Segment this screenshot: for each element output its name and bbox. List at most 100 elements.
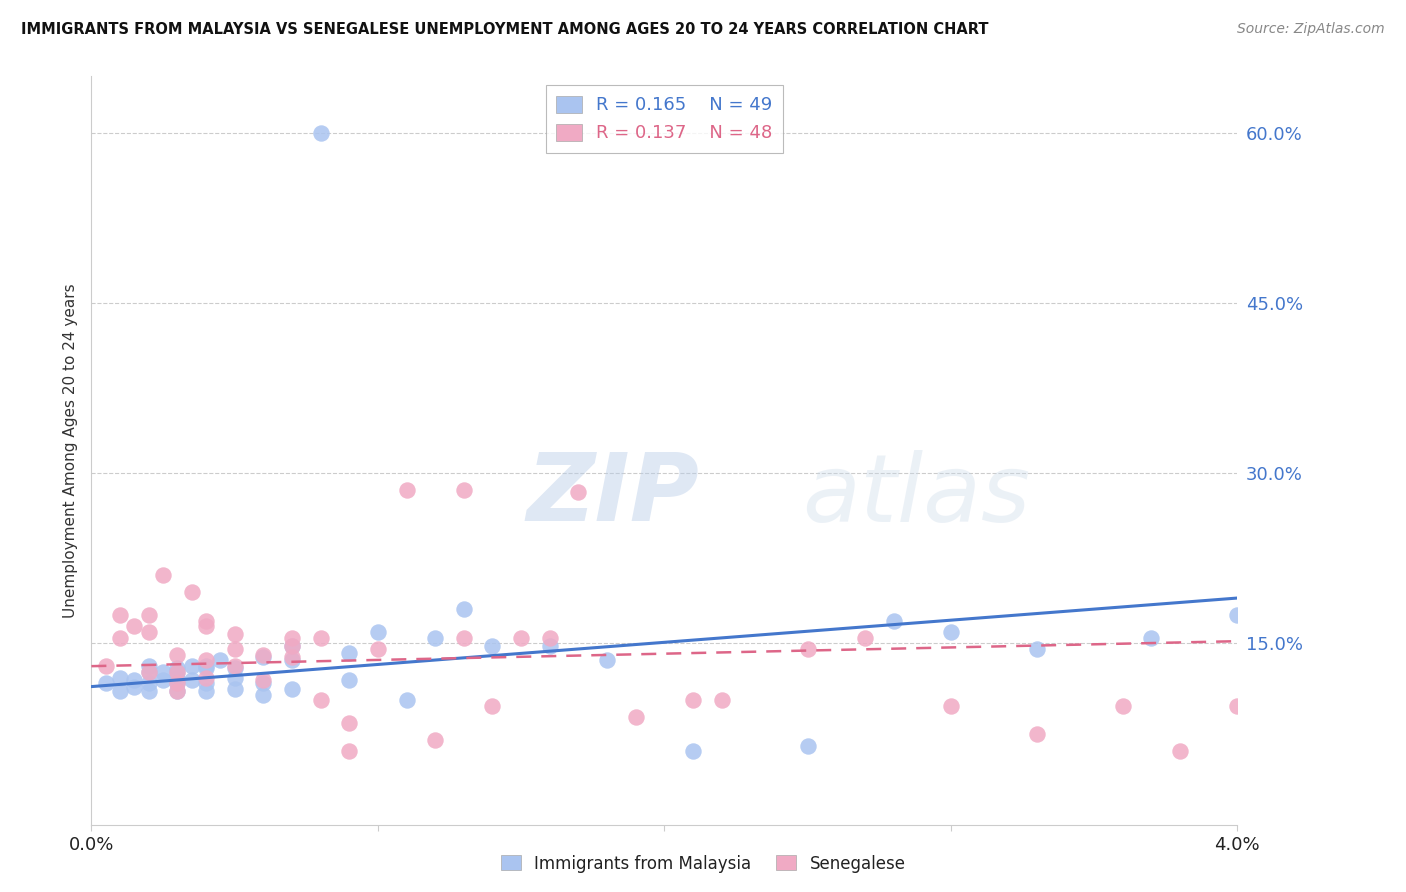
Point bbox=[194, 619, 217, 633]
Point bbox=[624, 710, 647, 724]
Point bbox=[166, 676, 188, 690]
Point bbox=[124, 619, 146, 633]
Point bbox=[252, 676, 274, 690]
Point bbox=[337, 673, 360, 687]
Point bbox=[166, 665, 188, 679]
Point bbox=[1140, 631, 1163, 645]
Point bbox=[423, 631, 446, 645]
Text: Source: ZipAtlas.com: Source: ZipAtlas.com bbox=[1237, 22, 1385, 37]
Point bbox=[180, 585, 202, 599]
Point bbox=[138, 659, 160, 673]
Point bbox=[209, 653, 232, 667]
Point bbox=[796, 739, 818, 753]
Point bbox=[138, 625, 160, 640]
Point bbox=[395, 483, 418, 498]
Point bbox=[1025, 642, 1047, 657]
Point bbox=[1226, 698, 1249, 713]
Point bbox=[252, 688, 274, 702]
Point bbox=[194, 676, 217, 690]
Point bbox=[337, 715, 360, 730]
Point bbox=[395, 693, 418, 707]
Point bbox=[224, 661, 246, 675]
Point bbox=[252, 650, 274, 665]
Point bbox=[194, 653, 217, 667]
Point bbox=[152, 673, 174, 687]
Point bbox=[1025, 727, 1047, 741]
Point bbox=[194, 661, 217, 675]
Point bbox=[567, 485, 589, 500]
Point bbox=[224, 627, 246, 641]
Point bbox=[152, 665, 174, 679]
Point bbox=[510, 631, 533, 645]
Legend: R = 0.165    N = 49, R = 0.137    N = 48: R = 0.165 N = 49, R = 0.137 N = 48 bbox=[546, 85, 783, 153]
Point bbox=[166, 648, 188, 662]
Point bbox=[337, 646, 360, 660]
Text: ZIP: ZIP bbox=[527, 450, 700, 541]
Point bbox=[337, 744, 360, 758]
Point bbox=[166, 684, 188, 698]
Point bbox=[108, 671, 131, 685]
Point bbox=[166, 676, 188, 690]
Point bbox=[281, 681, 304, 696]
Point bbox=[1168, 744, 1191, 758]
Point bbox=[166, 661, 188, 675]
Point bbox=[710, 693, 733, 707]
Point bbox=[152, 568, 174, 582]
Point bbox=[309, 693, 332, 707]
Point bbox=[281, 639, 304, 653]
Point bbox=[124, 673, 146, 687]
Point bbox=[281, 631, 304, 645]
Point bbox=[138, 676, 160, 690]
Point bbox=[224, 681, 246, 696]
Point bbox=[224, 659, 246, 673]
Point bbox=[309, 126, 332, 140]
Point bbox=[252, 648, 274, 662]
Point bbox=[138, 665, 160, 679]
Point bbox=[180, 659, 202, 673]
Point bbox=[194, 671, 217, 685]
Point bbox=[138, 684, 160, 698]
Point bbox=[682, 744, 704, 758]
Point bbox=[453, 483, 475, 498]
Point bbox=[853, 631, 876, 645]
Point bbox=[796, 642, 818, 657]
Point bbox=[423, 733, 446, 747]
Point bbox=[108, 608, 131, 623]
Point bbox=[224, 642, 246, 657]
Point bbox=[94, 659, 117, 673]
Point bbox=[166, 684, 188, 698]
Point bbox=[682, 693, 704, 707]
Point bbox=[939, 625, 962, 640]
Point bbox=[596, 653, 619, 667]
Point bbox=[224, 671, 246, 685]
Text: atlas: atlas bbox=[801, 450, 1031, 541]
Point bbox=[538, 631, 561, 645]
Y-axis label: Unemployment Among Ages 20 to 24 years: Unemployment Among Ages 20 to 24 years bbox=[62, 283, 77, 618]
Point bbox=[367, 642, 389, 657]
Point bbox=[108, 631, 131, 645]
Point bbox=[453, 631, 475, 645]
Point bbox=[138, 665, 160, 679]
Point bbox=[939, 698, 962, 713]
Point bbox=[194, 614, 217, 628]
Text: IMMIGRANTS FROM MALAYSIA VS SENEGALESE UNEMPLOYMENT AMONG AGES 20 TO 24 YEARS CO: IMMIGRANTS FROM MALAYSIA VS SENEGALESE U… bbox=[21, 22, 988, 37]
Point bbox=[281, 639, 304, 653]
Point bbox=[281, 650, 304, 665]
Point bbox=[94, 676, 117, 690]
Point bbox=[481, 698, 503, 713]
Point bbox=[1226, 608, 1249, 623]
Point bbox=[138, 608, 160, 623]
Point bbox=[309, 631, 332, 645]
Legend: Immigrants from Malaysia, Senegalese: Immigrants from Malaysia, Senegalese bbox=[494, 848, 912, 880]
Point bbox=[1111, 698, 1133, 713]
Point bbox=[194, 684, 217, 698]
Point bbox=[166, 665, 188, 679]
Point bbox=[453, 602, 475, 616]
Point bbox=[882, 614, 904, 628]
Point bbox=[194, 659, 217, 673]
Point bbox=[166, 671, 188, 685]
Point bbox=[538, 639, 561, 653]
Point bbox=[108, 684, 131, 698]
Point bbox=[252, 673, 274, 687]
Point bbox=[481, 639, 503, 653]
